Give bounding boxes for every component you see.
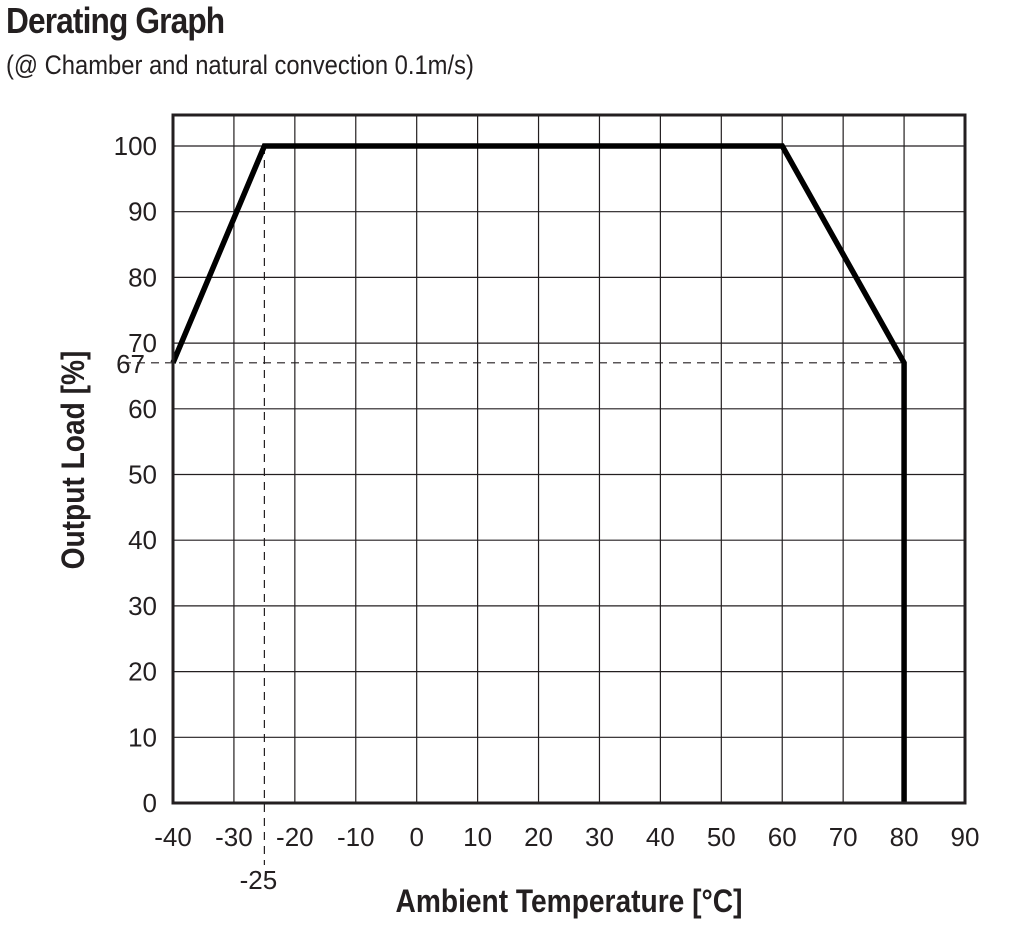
y-tick-label: 0	[143, 788, 157, 818]
y-tick-labels: 0 10 20 30 40 50 60 70 80 90 100	[114, 131, 157, 818]
y-tick-label: 50	[128, 460, 157, 490]
y-axis-label: Output Load [%]	[56, 351, 91, 570]
y-tick-label: 60	[128, 394, 157, 424]
chart-title: Derating Graph	[6, 0, 225, 41]
x-tick-label: 0	[409, 822, 423, 852]
x-tick-label: -30	[215, 822, 253, 852]
x-tick-label: -20	[276, 822, 314, 852]
x-tick-label: 30	[585, 822, 614, 852]
annotation-label-x: -25	[240, 865, 278, 895]
x-tick-label: -10	[337, 822, 375, 852]
x-axis-label: Ambient Temperature [°C]	[396, 884, 743, 919]
y-tick-label: 80	[128, 262, 157, 292]
y-tick-label: 20	[128, 657, 157, 687]
grid-lines	[173, 115, 965, 803]
y-tick-label: 70	[128, 328, 157, 358]
chart-subtitle: (@ Chamber and natural convection 0.1m/s…	[6, 50, 474, 80]
y-tick-label: 90	[128, 197, 157, 227]
y-tick-label: 40	[128, 525, 157, 555]
y-tick-label: 30	[128, 591, 157, 621]
x-tick-label: 70	[829, 822, 858, 852]
series-line	[170, 143, 907, 803]
annotation-label-y: 67	[116, 349, 145, 379]
x-tick-label: -40	[154, 822, 192, 852]
x-tick-label: 90	[951, 822, 980, 852]
x-tick-label: 80	[890, 822, 919, 852]
series-group	[170, 143, 907, 803]
reference-lines	[123, 146, 905, 865]
y-tick-label: 100	[114, 131, 157, 161]
plot-frame	[171, 113, 967, 805]
x-tick-label: 20	[524, 822, 553, 852]
x-tick-label: 60	[768, 822, 797, 852]
x-tick-labels: -40 -30 -20 -10 0 10 20 30 40 50 60 70 80 90	[154, 822, 979, 852]
x-tick-label: 50	[707, 822, 736, 852]
x-tick-label: 40	[646, 822, 675, 852]
x-tick-label: 10	[463, 822, 492, 852]
annotation-labels: -25 67	[116, 349, 277, 895]
y-tick-label: 10	[128, 722, 157, 752]
